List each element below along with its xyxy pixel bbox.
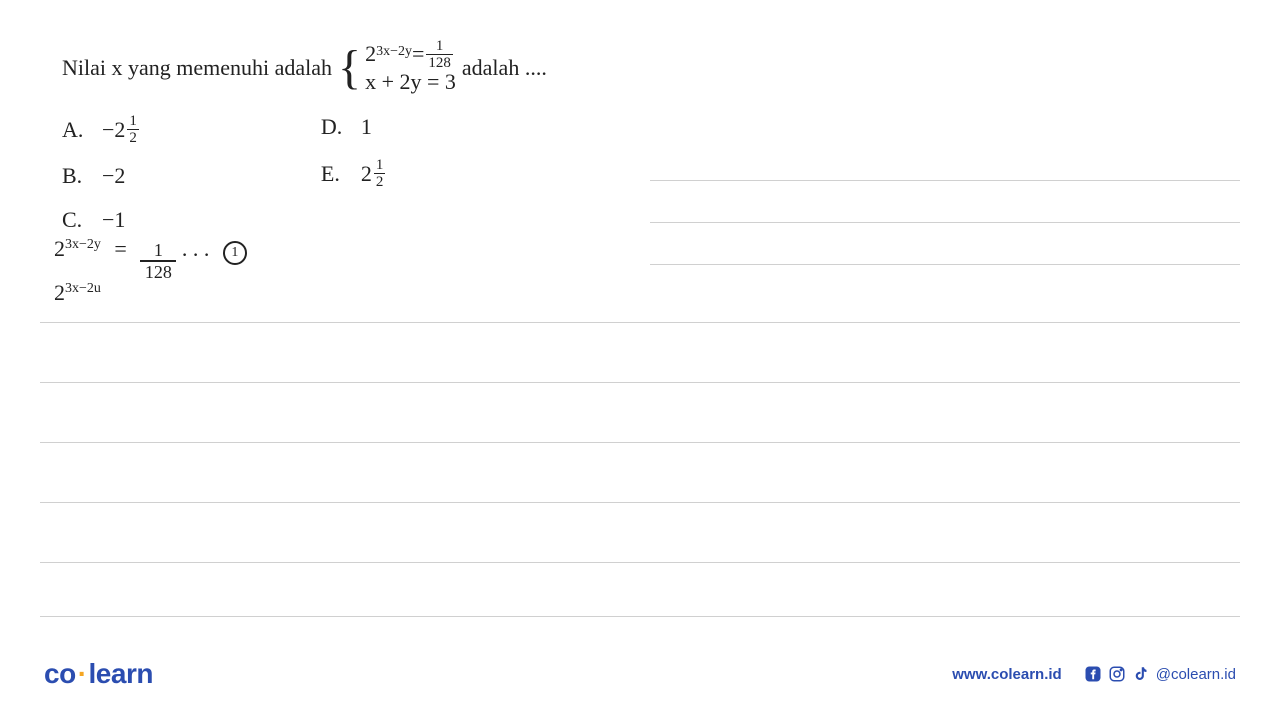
options-container: A. −2 1 2 B. −2 C. −1 bbox=[62, 114, 1218, 233]
option-b: B. −2 bbox=[62, 163, 141, 189]
question-suffix: adalah .... bbox=[462, 55, 547, 81]
colearn-logo: co·learn bbox=[44, 658, 153, 690]
option-c: C. −1 bbox=[62, 207, 141, 233]
brace-left: { bbox=[338, 44, 361, 92]
fraction-half: 1 2 bbox=[374, 158, 386, 189]
social-links: @colearn.id bbox=[1084, 665, 1236, 683]
ruled-line bbox=[40, 502, 1240, 503]
ruled-line bbox=[40, 322, 1240, 323]
option-a: A. −2 1 2 bbox=[62, 114, 141, 145]
handwritten-line-1: 23x−2y = 1 128 . . . 1 bbox=[54, 236, 247, 280]
social-handle[interactable]: @colearn.id bbox=[1156, 666, 1236, 683]
option-d: D. 1 bbox=[321, 114, 388, 140]
fraction-1-128: 1 128 bbox=[426, 39, 453, 70]
fraction-half: 1 2 bbox=[127, 114, 139, 145]
ruled-line bbox=[40, 442, 1240, 443]
options-column-left: A. −2 1 2 B. −2 C. −1 bbox=[62, 114, 141, 233]
circled-number-1: 1 bbox=[223, 241, 247, 265]
equation-2: x + 2y = 3 bbox=[365, 68, 456, 96]
handwritten-line-2: 23x−2u bbox=[54, 280, 101, 306]
ruled-line bbox=[40, 382, 1240, 383]
ruled-line bbox=[40, 562, 1240, 563]
website-link[interactable]: www.colearn.id bbox=[952, 666, 1061, 683]
ruled-line bbox=[650, 180, 1240, 181]
ruled-line bbox=[650, 222, 1240, 223]
equation-1: 23x−2y = 1 128 bbox=[365, 40, 456, 68]
tiktok-icon[interactable] bbox=[1132, 665, 1150, 683]
option-e: E. 2 1 2 bbox=[321, 158, 388, 189]
facebook-icon[interactable] bbox=[1084, 665, 1102, 683]
question-prefix: Nilai x yang memenuhi adalah bbox=[62, 55, 332, 81]
question-row: Nilai x yang memenuhi adalah { 23x−2y = … bbox=[62, 40, 1218, 96]
options-column-right: D. 1 E. 2 1 2 bbox=[321, 114, 388, 233]
equation-system: { 23x−2y = 1 128 x + 2y = 3 bbox=[338, 40, 456, 96]
ruled-line bbox=[40, 616, 1240, 617]
logo-dot-icon: · bbox=[78, 658, 87, 689]
instagram-icon[interactable] bbox=[1108, 665, 1126, 683]
ruled-line bbox=[650, 264, 1240, 265]
handwritten-fraction: 1 128 bbox=[140, 242, 176, 280]
footer: co·learn www.colearn.id @colearn.id bbox=[0, 658, 1280, 690]
